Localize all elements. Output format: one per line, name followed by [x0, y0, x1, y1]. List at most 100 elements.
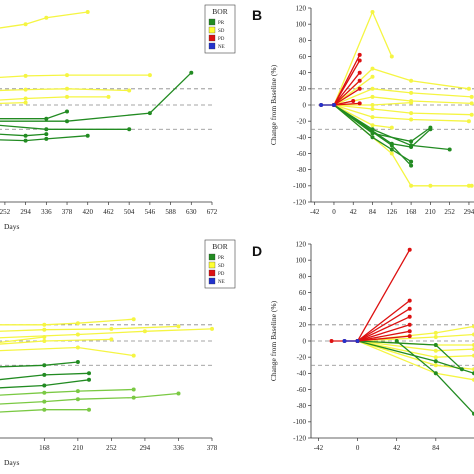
data-point	[127, 88, 132, 93]
panel-label: B	[252, 7, 262, 23]
data-point	[75, 389, 80, 394]
data-point	[370, 123, 375, 128]
data-point	[370, 74, 375, 79]
data-point	[409, 111, 414, 116]
data-point	[87, 407, 91, 412]
data-point	[131, 387, 136, 392]
x-tick-label: 672	[207, 208, 218, 216]
data-point	[407, 322, 412, 327]
data-point	[42, 383, 47, 388]
data-point	[42, 399, 47, 404]
data-point	[433, 330, 438, 335]
data-point	[357, 101, 362, 106]
x-tick-label: 336	[173, 444, 184, 452]
legend-label: SD	[218, 29, 225, 34]
data-point	[42, 339, 47, 343]
y-tick-label: 0	[303, 337, 307, 345]
data-point	[433, 363, 438, 368]
legend-top: BOR PR SD PD NE	[204, 4, 236, 54]
data-point	[189, 70, 194, 75]
x-tick-label: 168	[406, 208, 417, 216]
data-point	[407, 306, 412, 311]
y-tick-label: 80	[299, 37, 307, 45]
series-line	[333, 88, 472, 106]
data-point	[44, 127, 49, 132]
data-point	[75, 397, 80, 402]
data-point	[42, 363, 47, 368]
legend-label: NE	[218, 45, 225, 50]
legend-swatch	[208, 269, 216, 277]
data-point	[131, 353, 136, 358]
data-point	[409, 90, 414, 95]
series-line	[0, 101, 26, 104]
y-axis-label: Change from Baseline (%)	[269, 300, 278, 381]
data-point	[65, 109, 69, 114]
legend-swatch	[208, 42, 216, 50]
y-axis-label: Change from Baseline (%)	[269, 64, 278, 145]
x-tick-label: 252	[444, 208, 455, 216]
series-line	[0, 325, 179, 332]
x-tick-label: 336	[41, 208, 52, 216]
y-tick-label: -60	[297, 150, 307, 158]
data-point	[407, 314, 412, 319]
data-point	[131, 395, 136, 400]
data-point	[85, 133, 90, 138]
panel-a-chart: 252 294 336 378 420 462 504 546 588 630 672 Days	[0, 10, 218, 231]
data-point	[433, 359, 438, 364]
data-point	[428, 183, 433, 188]
y-tick-label: 100	[296, 256, 307, 264]
series-line	[333, 80, 361, 106]
data-point	[357, 58, 362, 63]
y-tick-label: -80	[297, 402, 307, 410]
series-line	[0, 74, 150, 79]
data-point	[329, 339, 334, 343]
x-tick-label: 294	[20, 208, 31, 216]
series-line	[0, 392, 179, 405]
data-point	[131, 317, 136, 322]
data-point	[23, 138, 28, 143]
panel-label: D	[252, 243, 262, 259]
data-point	[469, 94, 474, 99]
x-tick-label: 0	[332, 208, 336, 216]
series-line	[357, 316, 410, 342]
x-tick-label: 252	[106, 444, 117, 452]
data-point	[389, 125, 394, 130]
x-tick-label: 126	[387, 208, 398, 216]
series-line	[333, 104, 472, 116]
series-line	[0, 133, 47, 137]
data-point	[409, 159, 414, 164]
series-line	[0, 124, 130, 130]
y-tick-label: -40	[297, 370, 307, 378]
y-tick-label: 40	[299, 69, 307, 77]
series-line	[333, 104, 469, 122]
data-point	[127, 127, 132, 132]
data-point	[87, 377, 91, 382]
y-tick-label: -40	[297, 134, 307, 142]
data-point	[433, 355, 438, 360]
series-line	[0, 72, 192, 122]
data-point	[75, 321, 80, 326]
data-point	[332, 103, 336, 107]
data-point	[351, 99, 356, 103]
x-tick-label: 462	[103, 208, 114, 216]
y-tick-label: 100	[296, 20, 307, 28]
series-line	[0, 88, 130, 92]
y-tick-label: -120	[293, 434, 306, 442]
x-tick-label: 0	[356, 444, 360, 452]
data-point	[370, 86, 375, 91]
legend-label: PD	[218, 37, 225, 42]
data-point	[409, 163, 414, 168]
data-point	[469, 183, 474, 188]
data-point	[409, 139, 414, 144]
data-point	[85, 10, 90, 14]
series-line	[357, 300, 411, 342]
data-point	[42, 327, 47, 332]
data-point	[142, 329, 147, 334]
x-tick-label: 630	[186, 208, 197, 216]
data-point	[407, 247, 412, 252]
data-point	[389, 151, 394, 156]
data-point	[433, 348, 438, 353]
data-point	[389, 147, 394, 152]
y-tick-label: -100	[293, 182, 306, 190]
data-point	[433, 335, 438, 339]
